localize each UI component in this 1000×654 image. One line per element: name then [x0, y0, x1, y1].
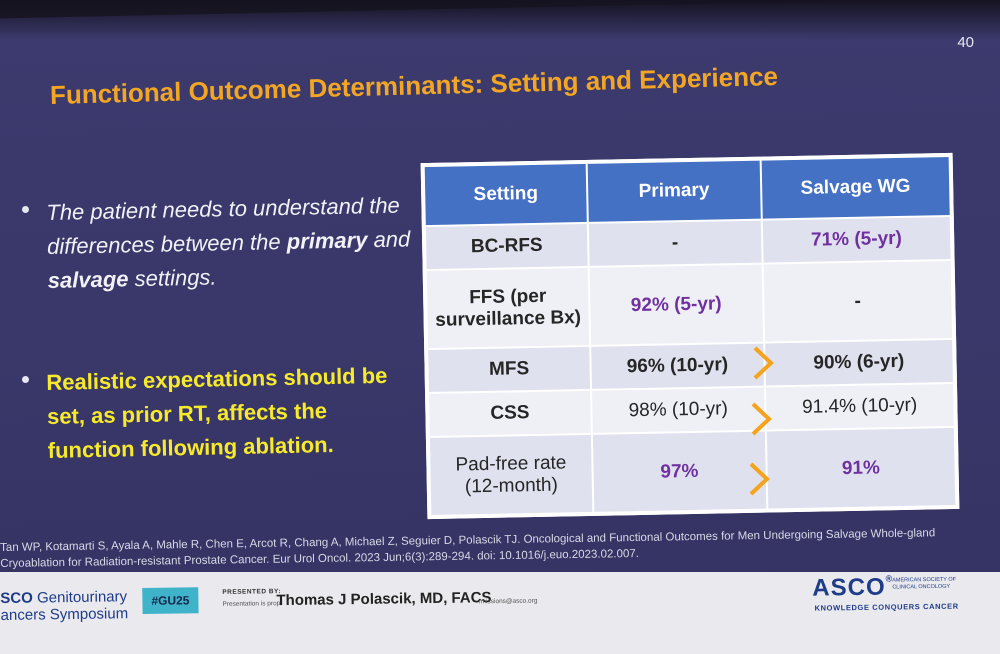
- presenter-email: rmissions@asco.org: [478, 597, 538, 606]
- chevron-right-icon-path: [749, 462, 770, 496]
- bullet-dot-icon: [22, 206, 29, 213]
- symposium-bold: SCO: [0, 589, 34, 607]
- asco-society-text: AMERICAN SOCIETY OF CLINICAL ONCOLOGY: [892, 576, 957, 591]
- chevron-right-icon: [753, 346, 774, 380]
- cell-primary: 92% (5-yr): [588, 263, 764, 346]
- presenter-name: Thomas J Polascik, MD, FACS: [276, 589, 492, 610]
- header-primary: Primary: [586, 159, 762, 223]
- cell-primary: -: [587, 219, 763, 268]
- bullet-bold-primary: primary: [286, 227, 368, 254]
- bullet-list: The patient needs to understand the diff…: [18, 193, 418, 536]
- cell-salvage: 91%: [765, 427, 957, 510]
- cell-primary: 96% (10-yr): [590, 342, 765, 390]
- bullet-bold-salvage: salvage: [47, 266, 129, 293]
- presented-note: Presentation is prop: [222, 600, 281, 608]
- bullet-text-part: and: [367, 226, 411, 253]
- chevron-right-icon-path: [753, 346, 774, 380]
- cell-salvage: 71% (5-yr): [761, 215, 952, 264]
- header-salvage: Salvage WG: [760, 155, 951, 220]
- asco-tagline: KNOWLEDGE CONQUERS CANCER: [814, 601, 959, 613]
- header-setting: Setting: [423, 162, 588, 227]
- asco-logo-text: ASCO: [812, 573, 886, 602]
- cell-salvage: -: [762, 260, 954, 343]
- asco-logo: ASCO®: [812, 573, 894, 602]
- cell-setting: BC-RFS: [424, 222, 589, 271]
- cell-setting: MFS: [427, 345, 592, 394]
- screen-top-shadow: [0, 0, 1000, 40]
- cell-salvage: 91.4% (10-yr): [764, 382, 955, 431]
- chevron-right-icon: [749, 462, 770, 496]
- bullet-dot-icon: [22, 376, 29, 383]
- footer-bar: SCO Genitourinary ancers Symposium #GU25…: [0, 572, 1000, 654]
- cell-setting: Pad-free rate (12-month): [428, 434, 594, 517]
- cell-setting: FFS (per surveillance Bx): [425, 267, 591, 349]
- slide-number: 40: [957, 34, 974, 51]
- bullet-item-understanding: The patient needs to understand the diff…: [18, 193, 418, 298]
- symposium-name-line1: SCO Genitourinary: [0, 588, 127, 607]
- table-header-row: Setting Primary Salvage WG: [423, 155, 951, 227]
- symposium-name-line2: ancers Symposium: [0, 605, 129, 624]
- presented-by-label: PRESENTED BY:: [222, 588, 282, 596]
- cell-primary: 98% (10-yr): [591, 386, 766, 435]
- table-row: Pad-free rate (12-month) 97% 91%: [428, 427, 957, 517]
- bullet-text-part: settings.: [128, 264, 217, 292]
- bullet-item-expectations: Realistic expectations should be set, as…: [18, 363, 418, 468]
- cell-primary: 97%: [591, 430, 767, 513]
- table-row: FFS (per surveillance Bx) 92% (5-yr) -: [425, 260, 954, 349]
- bullet-text-understanding: The patient needs to understand the diff…: [46, 188, 420, 298]
- symposium-rest: Genitourinary: [32, 588, 128, 607]
- chevron-right-icon: [751, 402, 772, 436]
- cell-salvage: 90% (6-yr): [763, 338, 954, 387]
- bullet-text-expectations: Realistic expectations should be set, as…: [46, 362, 388, 463]
- chevron-right-icon-path: [751, 402, 772, 436]
- cell-setting: CSS: [428, 389, 592, 438]
- outcomes-table: Setting Primary Salvage WG BC-RFS - 71% …: [420, 152, 960, 520]
- hashtag-badge: #GU25: [142, 587, 199, 615]
